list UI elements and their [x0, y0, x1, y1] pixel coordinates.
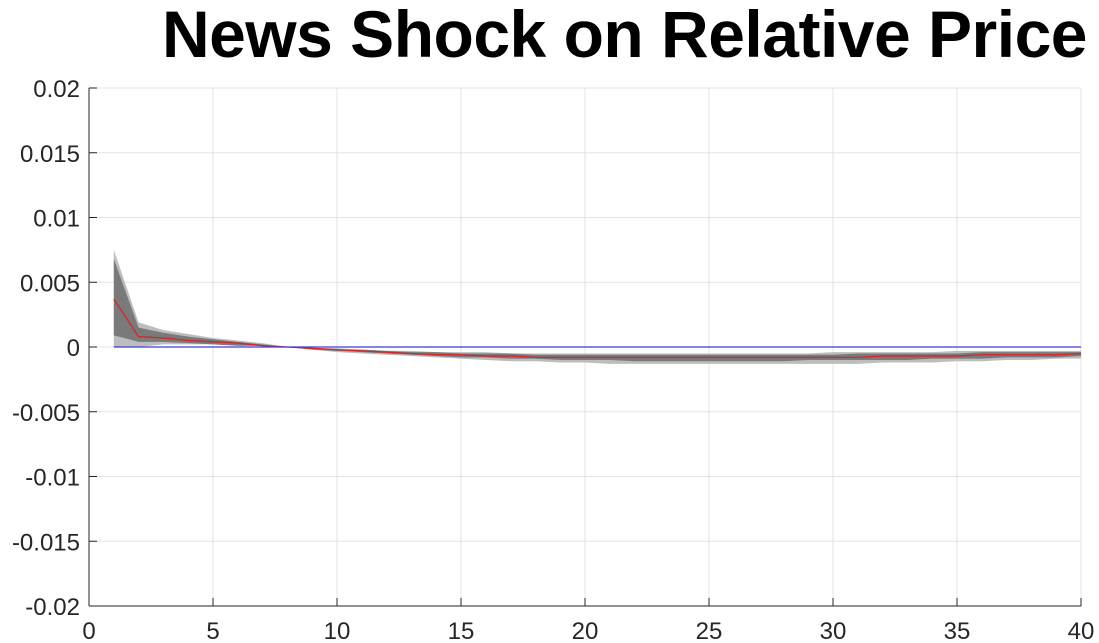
y-tick-label: 0.01: [33, 206, 80, 233]
x-tick-label: 30: [820, 618, 847, 643]
x-tick-label: 40: [1068, 618, 1095, 643]
x-tick-label: 25: [696, 618, 723, 643]
axes: [88, 87, 1082, 607]
x-tick-label: 20: [572, 618, 599, 643]
x-tick-label: 0: [82, 618, 95, 643]
y-tick-label: 0.02: [33, 76, 80, 103]
series-lines: [113, 298, 1082, 359]
y-tick-label: 0: [67, 335, 80, 362]
x-tick-label: 5: [206, 618, 219, 643]
y-tick-label: 0.005: [20, 270, 80, 297]
y-tick-label: -0.015: [12, 529, 80, 556]
y-tick-label: -0.005: [12, 400, 80, 427]
x-tick-label: 35: [944, 618, 971, 643]
chart-title: News Shock on Relative Price: [161, 0, 1088, 71]
y-tick-label: 0.015: [20, 141, 80, 168]
tick-labels: 0 5 10 15 20 25 30 35 40 0.02 0.015 0.01 0.005 0 -0.00…: [12, 76, 1094, 643]
x-tick-label: 10: [324, 618, 351, 643]
y-tick-label: -0.01: [25, 465, 80, 492]
confidence-bands: [113, 249, 1082, 364]
y-tick-label: -0.02: [25, 594, 80, 621]
x-tick-label: 15: [448, 618, 475, 643]
